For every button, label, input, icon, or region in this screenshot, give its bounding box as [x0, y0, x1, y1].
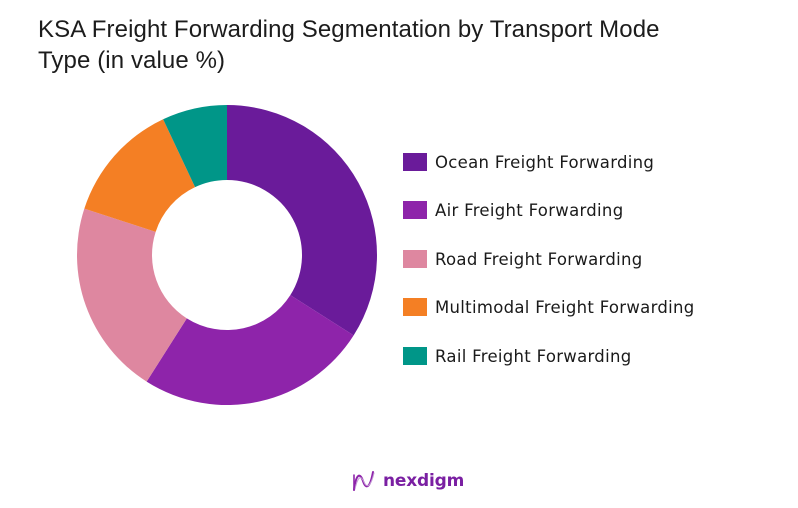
legend-item-multimodal: Multimodal Freight Forwarding: [403, 295, 695, 319]
legend-swatch-air: [403, 201, 427, 219]
donut-slice-air: [146, 295, 354, 406]
donut-slice-road: [76, 208, 187, 382]
legend-swatch-ocean: [403, 153, 427, 171]
legend-swatch-road: [403, 250, 427, 268]
legend-swatch-rail: [403, 347, 427, 365]
legend-label-ocean: Ocean Freight Forwarding: [435, 152, 655, 172]
legend-label-rail: Rail Freight Forwarding: [435, 346, 632, 366]
legend-swatch-multimodal: [403, 298, 427, 316]
donut-slice-multimodal: [84, 119, 196, 232]
legend-label-road: Road Freight Forwarding: [435, 249, 643, 269]
legend-item-air: Air Freight Forwarding: [403, 198, 623, 222]
legend-label-air: Air Freight Forwarding: [435, 200, 624, 220]
donut-slices: [76, 105, 378, 406]
donut-slice-ocean: [227, 105, 378, 336]
logo-text: nexdigm: [383, 471, 465, 491]
chart-title: KSA Freight Forwarding Segmentation by T…: [38, 14, 778, 76]
donut-slice-rail: [163, 105, 227, 188]
nexdigm-wave-icon: [353, 471, 375, 491]
legend-item-ocean: Ocean Freight Forwarding: [403, 150, 654, 174]
legend-label-multimodal: Multimodal Freight Forwarding: [435, 297, 695, 317]
chart-title-line-1: KSA Freight Forwarding Segmentation by T…: [38, 16, 660, 43]
legend-item-road: Road Freight Forwarding: [403, 247, 643, 271]
legend-item-rail: Rail Freight Forwarding: [403, 344, 632, 368]
nexdigm-logo: nexdigm: [352, 470, 464, 492]
chart-title-line-2: Type (in value %): [38, 47, 226, 74]
